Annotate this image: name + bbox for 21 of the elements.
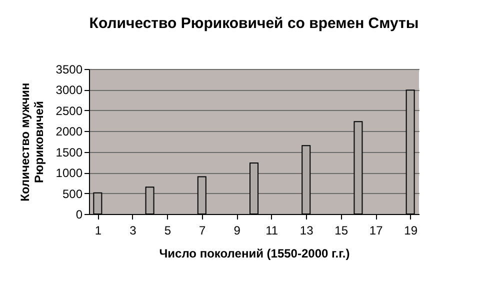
y-tick-label: 3000 [56, 83, 83, 98]
chart-title: Количество Рюриковичей со времен Смуты [89, 15, 419, 32]
x-axis-title: Число поколений (1550-2000 г.г.) [159, 246, 350, 260]
x-tick-label: 17 [369, 224, 384, 238]
y-tick-label: 2000 [56, 124, 83, 139]
y-axis-title: Количество мужчин Рюриковичей [18, 82, 46, 202]
y-tick-label: 3500 [56, 62, 83, 76]
y-tick-label: 1500 [56, 145, 83, 160]
x-tick-label: 1 [94, 224, 102, 238]
y-tick-label: 1000 [56, 166, 83, 180]
x-tick-label: 5 [164, 224, 172, 238]
x-tick-label: 15 [334, 224, 348, 238]
x-tick-label: 11 [266, 224, 278, 238]
x-tick-label: 9 [234, 224, 241, 238]
x-tick-label: 19 [404, 224, 418, 238]
y-tick-label: 500 [62, 186, 83, 201]
x-tick-label: 13 [300, 224, 314, 238]
x-tick-label: 7 [199, 224, 206, 238]
x-tick-label: 3 [130, 224, 137, 238]
y-tick-label: 0 [76, 208, 83, 222]
y-tick-label: 2500 [56, 104, 83, 118]
